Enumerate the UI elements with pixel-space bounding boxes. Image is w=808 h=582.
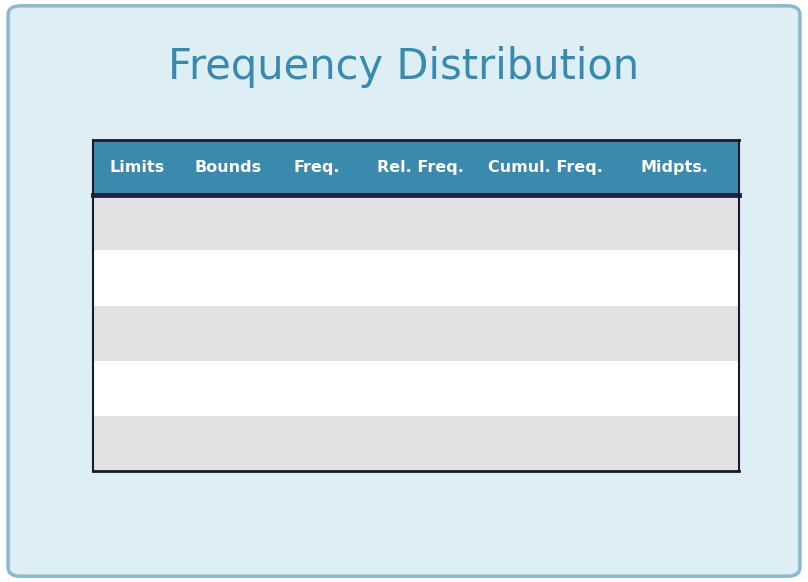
FancyBboxPatch shape bbox=[8, 6, 800, 576]
Bar bbox=[93, 250, 739, 306]
Text: Limits: Limits bbox=[110, 160, 165, 175]
Text: Midpts.: Midpts. bbox=[641, 160, 709, 175]
Bar bbox=[93, 416, 739, 471]
Text: Bounds: Bounds bbox=[195, 160, 262, 175]
Bar bbox=[93, 306, 739, 361]
Text: Freq.: Freq. bbox=[294, 160, 340, 175]
Bar bbox=[93, 195, 739, 250]
Text: Rel. Freq.: Rel. Freq. bbox=[377, 160, 464, 175]
Text: Frequency Distribution: Frequency Distribution bbox=[168, 46, 640, 88]
Bar bbox=[93, 140, 739, 195]
Text: Cumul. Freq.: Cumul. Freq. bbox=[488, 160, 603, 175]
Bar bbox=[93, 361, 739, 416]
